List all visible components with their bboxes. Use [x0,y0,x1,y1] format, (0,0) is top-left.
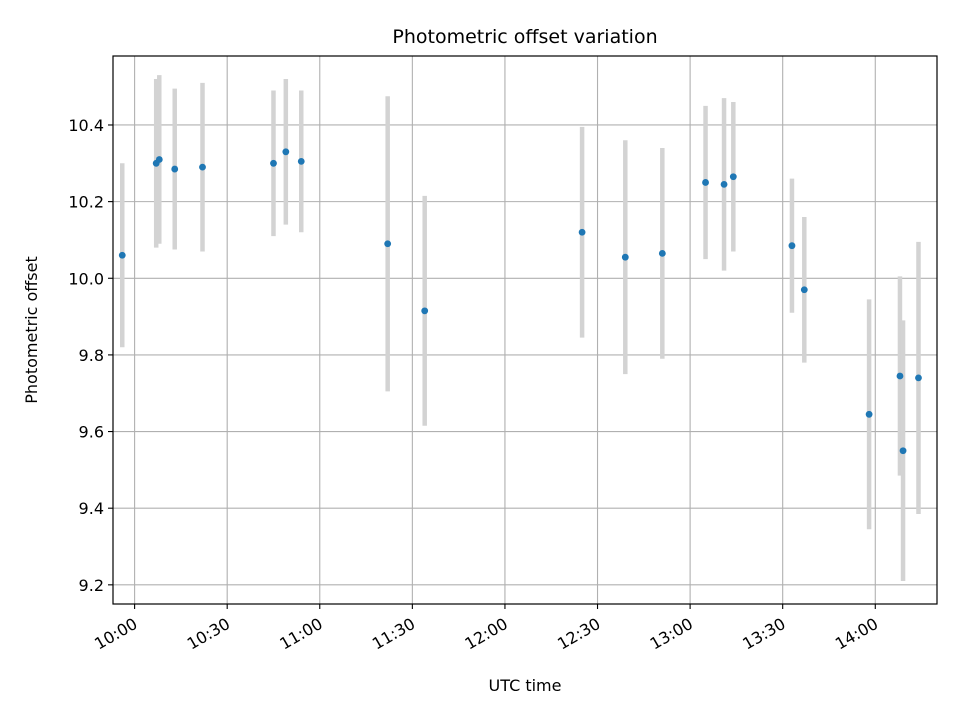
data-point [384,240,392,248]
data-point [118,251,126,259]
y-tick-label: 9.2 [79,576,104,595]
data-point [155,156,163,163]
y-tick-label: 10.4 [68,116,104,135]
y-axis-title: Photometric offset [22,256,41,404]
y-tick-label: 10.0 [68,269,104,288]
y-tick-label: 9.6 [79,423,104,442]
data-point [578,228,586,236]
data-point [729,173,737,181]
chart-title: Photometric offset variation [392,26,657,48]
data-point [282,148,290,156]
plot-frame [112,55,938,605]
data-point [896,372,904,380]
data-point [800,286,808,294]
y-tick-label: 9.4 [79,499,104,518]
y-tick-label: 10.2 [68,193,104,212]
data-point [702,179,709,186]
data-point [865,410,873,418]
y-tick-label: 9.8 [79,346,104,365]
data-point [199,163,206,171]
data-point [171,165,179,173]
data-points [118,148,922,455]
x-axis-title: UTC time [489,676,562,695]
data-point [899,447,907,455]
data-point [297,157,305,165]
data-point [621,253,629,261]
data-point [915,374,922,382]
data-point [788,242,796,250]
data-point [720,180,728,188]
data-point [270,159,277,167]
data-point [658,249,666,257]
data-point [421,307,429,315]
grid [113,56,937,604]
y-axis-ticks: 9.2 9.4 9.6 9.8 10.0 10.2 10.4 [68,116,113,595]
